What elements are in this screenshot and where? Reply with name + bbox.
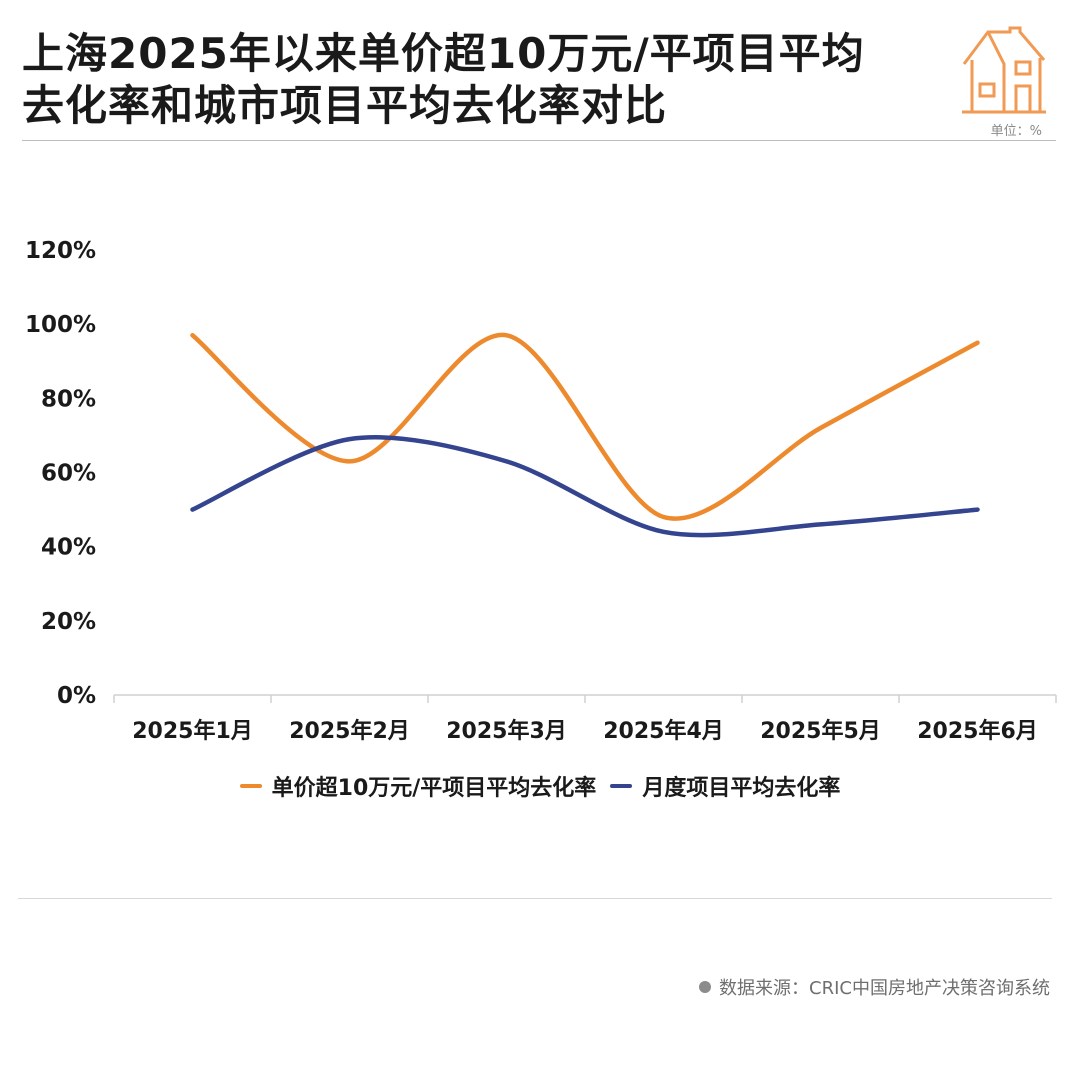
legend-item-series-1: 单价超10万元/平项目平均去化率 xyxy=(239,770,597,802)
x-tick-label: 2025年5月 xyxy=(760,718,881,744)
x-axis-labels: 2025年1月 2025年2月 2025年3月 2025年4月 2025年5月 2025年… xyxy=(132,718,1038,744)
title-line-1: 上海2025年以来单价超10万元/平项目平均 xyxy=(22,29,865,78)
source-bullet-icon xyxy=(699,981,712,993)
footer-divider xyxy=(18,898,1052,899)
source-text: 数据来源：CRIC中国房地产决策咨询系统 xyxy=(719,978,1050,999)
source-note: 数据来源：CRIC中国房地产决策咨询系统 xyxy=(699,974,1050,1000)
house-icon xyxy=(962,26,1046,114)
line-chart: 0%20%40%60%80%100%120% 2025年1月 2025年2月 202… xyxy=(25,238,1057,744)
legend: 单价超10万元/平项目平均去化率 月度项目平均去化率 xyxy=(0,770,1080,802)
x-tick-label: 2025年4月 xyxy=(603,718,724,744)
x-tick-label: 2025年6月 xyxy=(917,718,1038,744)
y-tick-label: 60% xyxy=(41,461,96,487)
y-tick-label: 100% xyxy=(25,312,96,338)
y-tick-label: 40% xyxy=(41,535,96,561)
y-axis-ticks: 0% 20% 40% 60% 80% 100% 120% xyxy=(25,238,96,709)
x-tick-label: 2025年3月 xyxy=(446,718,567,744)
x-axis-tickmarks xyxy=(113,695,1057,703)
legend-swatch-blue xyxy=(610,784,633,788)
legend-label-series-1: 单价超10万元/平项目平均去化率 xyxy=(271,776,597,801)
y-tick-label: 0% xyxy=(57,683,96,709)
x-tick-label: 2025年2月 xyxy=(289,718,410,744)
title-line-2: 去化率和城市项目平均去化率对比 xyxy=(22,81,668,130)
header-divider xyxy=(22,140,1056,141)
y-tick-label: 20% xyxy=(41,609,96,635)
chart-title: 上海2025年以来单价超10万元/平项目平均 去化率和城市项目平均去化率对比 xyxy=(22,28,942,132)
y-tick-label: 80% xyxy=(41,386,96,412)
series-lines xyxy=(190,333,980,538)
legend-item-series-2: 月度项目平均去化率 xyxy=(610,770,840,802)
x-tick-label: 2025年1月 xyxy=(132,718,253,744)
series-line-2 xyxy=(190,435,980,538)
legend-swatch-orange xyxy=(239,784,262,788)
y-tick-label: 120% xyxy=(25,238,96,264)
unit-label: 单位：% xyxy=(990,124,1042,139)
legend-label-series-2: 月度项目平均去化率 xyxy=(642,776,841,801)
series-line-1 xyxy=(190,333,980,521)
